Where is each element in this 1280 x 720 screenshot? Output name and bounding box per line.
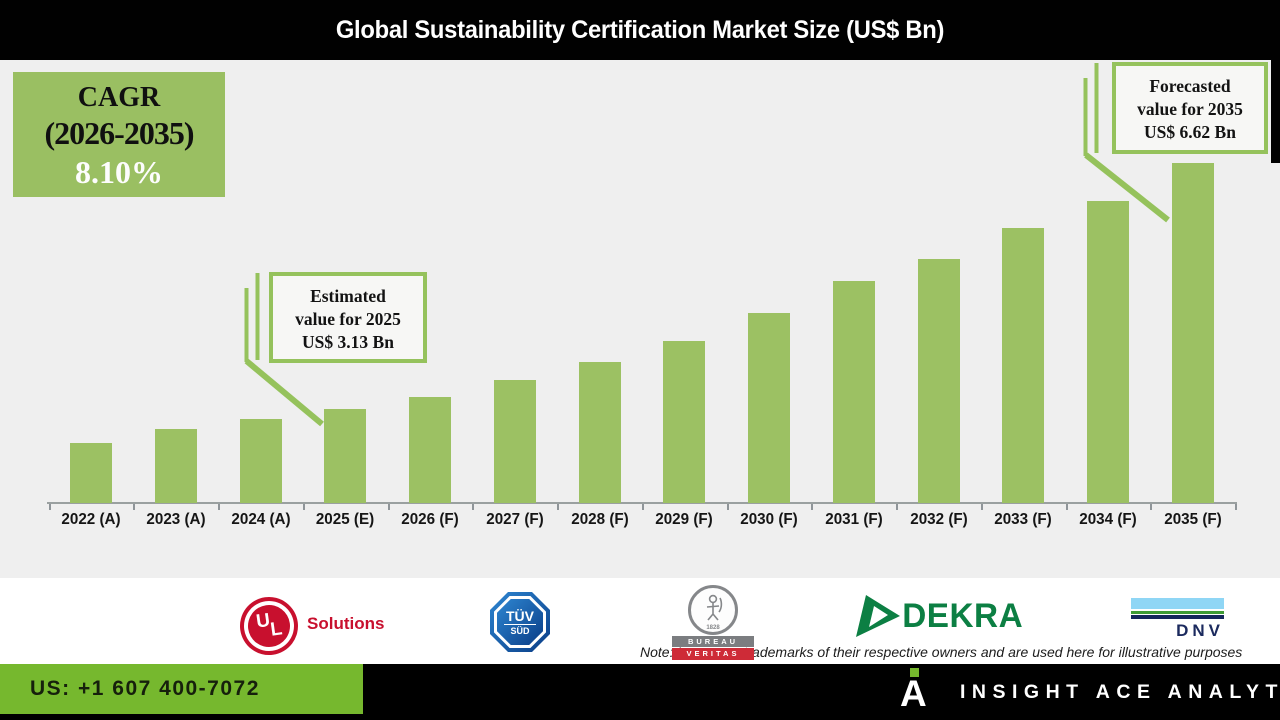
dekra-logo: DEKRA — [855, 594, 1035, 640]
x-axis-label: 2028 (F) — [570, 511, 629, 528]
page-title: Global Sustainability Certification Mark… — [335, 16, 945, 44]
dnv-wordmark: DNV — [1176, 621, 1224, 640]
x-axis-label: 2025 (E) — [316, 511, 375, 528]
estimated-callout-value: US$ 3.13 Bn — [302, 332, 394, 352]
cagr-label: CAGR — [77, 82, 161, 113]
bar-2034 (F) — [1087, 201, 1129, 503]
bar-2022 (A) — [70, 443, 112, 503]
footer-bar: US: +1 607 400-7072 A INSIGHT ACE ANALYT… — [0, 664, 1280, 720]
tuv-sud-logo: TÜV SÜD — [490, 592, 550, 652]
ul-solutions-logo: U L Solutions — [236, 593, 390, 659]
dnv-navy-bar-icon — [1131, 615, 1224, 619]
bar-2026 (F) — [409, 397, 451, 503]
forecast-callout-value: US$ 6.62 Bn — [1144, 122, 1236, 142]
dnv-logo: DNV — [1131, 598, 1224, 642]
bar-2025 (E) — [324, 409, 367, 503]
bar-2028 (F) — [578, 362, 621, 503]
x-axis-line — [47, 502, 1237, 504]
dnv-green-bar-icon — [1131, 611, 1224, 614]
bar-2033 (F) — [1002, 228, 1045, 503]
contributors-band: Market Contributors: — [0, 578, 1280, 664]
bar-2029 (F) — [663, 341, 706, 503]
dnv-lightblue-bar-icon — [1131, 598, 1224, 609]
x-axis-tick — [1065, 504, 1068, 510]
x-axis-tick — [980, 504, 983, 510]
bar-2031 (F) — [832, 281, 875, 503]
bar-2023 (A) — [154, 429, 197, 503]
dekra-wordmark: DEKRA — [902, 597, 1024, 635]
phone-number: US: +1 607 400-7072 — [30, 677, 260, 700]
bar-2024 (A) — [239, 419, 282, 503]
bar-2030 (F) — [748, 313, 790, 503]
x-axis-label: 2030 (F) — [740, 511, 798, 528]
x-axis-tick — [387, 504, 390, 510]
trademark-disclaimer: Note: Logos are trademarks of their resp… — [640, 644, 1243, 660]
x-axis-tick — [1235, 504, 1238, 510]
bar-2035 (F) — [1171, 163, 1214, 503]
x-axis-tick — [48, 504, 51, 510]
veritas-wordmark: VERITAS — [672, 648, 754, 660]
x-axis-label: 2032 (F) — [909, 511, 968, 528]
bar-chart: 2022 (A) 2023 (A) 2024 (A) 2025 (E) 2026 (F)… — [0, 60, 1280, 578]
x-axis-label: 2027 (F) — [486, 511, 544, 528]
x-axis-label: 2026 (F) — [401, 511, 459, 528]
ul-monogram-l: L — [269, 618, 284, 641]
bar-2032 (F) — [917, 259, 960, 503]
corner-black-strip — [1271, 0, 1280, 163]
x-axis-tick — [726, 504, 729, 510]
ul-circle-icon: U L — [236, 593, 302, 659]
insight-ace-logo-icon: A — [898, 666, 942, 718]
title-bar: Global Sustainability Certification Mark… — [0, 0, 1280, 60]
bureau-veritas-logo: 1828 BUREAU VERITAS — [672, 585, 754, 660]
x-axis-label: 2023 (A) — [146, 511, 206, 528]
x-axis-tick — [1150, 504, 1153, 510]
forecast-callout-line1: Forecasted — [1149, 76, 1231, 96]
cagr-value: 8.10% — [75, 154, 163, 190]
forecast-value-callout: Forecasted value for 2035 US$ 6.62 Bn — [1112, 62, 1268, 154]
bureau-wordmark: BUREAU — [672, 636, 754, 647]
x-axis-tick — [133, 504, 136, 510]
estimated-value-callout: Estimated value for 2025 US$ 3.13 Bn — [269, 272, 427, 363]
x-axis-tick — [218, 504, 221, 510]
bureau-veritas-emblem-icon: 1828 — [688, 585, 738, 635]
bureau-veritas-year: 1828 — [706, 625, 720, 631]
cagr-period: (2026-2035) — [44, 115, 195, 151]
x-axis-label: 2024 (A) — [230, 511, 291, 528]
sud-wordmark: SÜD — [510, 626, 530, 636]
dekra-arrow-icon — [856, 595, 900, 637]
ul-solutions-wordmark: Solutions — [307, 614, 385, 633]
cagr-badge: CAGR (2026-2035) 8.10% — [13, 72, 225, 197]
x-axis-tick — [811, 504, 814, 510]
x-axis-label: 2034 (F) — [1079, 511, 1137, 528]
estimated-callout-line2: value for 2025 — [295, 309, 401, 329]
contact-box: US: +1 607 400-7072 — [0, 664, 363, 714]
estimated-callout-line1: Estimated — [310, 286, 386, 306]
x-axis-tick — [896, 504, 899, 510]
x-axis-label: 2033 (F) — [994, 511, 1052, 528]
x-axis-label: 2031 (F) — [825, 511, 883, 528]
forecast-callout-line2: value for 2035 — [1137, 99, 1243, 119]
x-axis-label: 2035 (F) — [1164, 511, 1222, 528]
tuv-wordmark: TÜV — [504, 608, 536, 625]
brand-wordmark: INSIGHT ACE ANALYTIC — [960, 681, 1280, 703]
bar-2027 (F) — [493, 380, 536, 503]
x-axis-label: 2029 (F) — [655, 511, 713, 528]
x-axis-tick — [557, 504, 560, 510]
x-axis-tick — [472, 504, 475, 510]
x-axis-tick — [641, 504, 644, 510]
x-axis-label: 2022 (A) — [61, 511, 121, 528]
x-axis-tick — [302, 504, 305, 510]
